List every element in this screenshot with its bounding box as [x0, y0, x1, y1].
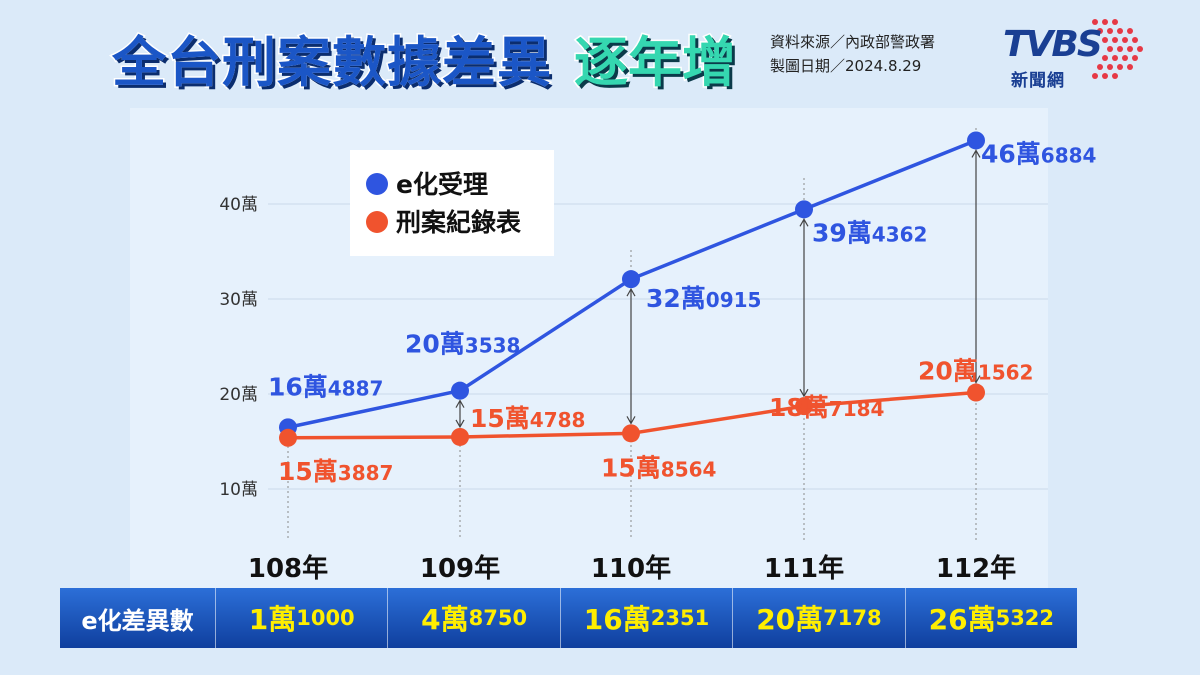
- cell-small: 7178: [823, 606, 882, 630]
- data-point: [967, 131, 985, 150]
- x-tick-label: 109年: [420, 553, 500, 584]
- y-tick-label: 30萬: [219, 290, 258, 310]
- data-label-record: 20萬1562: [918, 357, 1033, 386]
- data-label-record: 15萬8564: [601, 453, 716, 482]
- cell-big: 1萬: [248, 603, 297, 636]
- x-tick-label: 110年: [591, 553, 671, 584]
- data-label-e: 20萬3538: [405, 330, 520, 359]
- title-main: 全台刑案數據差異: [111, 30, 553, 96]
- data-point: [451, 381, 469, 400]
- cell-small: 1000: [296, 606, 355, 630]
- cell-small: 5322: [995, 606, 1055, 630]
- cell-big: 4萬: [421, 603, 469, 636]
- arrow-head-icon: [626, 416, 636, 425]
- data-point: [795, 200, 813, 219]
- date-line: 製圖日期／2024.8.29: [770, 57, 922, 75]
- plot-background: [130, 108, 1048, 590]
- difference-table: e化差異數 1萬 1000 4萬 8750 16萬 2351 20萬 7178 26萬 5…: [60, 588, 1077, 648]
- table-cell: 16萬 2351: [561, 588, 734, 648]
- logo-subtitle: 新聞網: [1011, 71, 1065, 91]
- x-tick-label: 112年: [936, 553, 1016, 584]
- legend-label: 刑案紀錄表: [396, 208, 522, 237]
- data-label-e: 32萬0915: [646, 284, 761, 313]
- x-tick-label: 111年: [764, 553, 844, 584]
- table-cell: 4萬 8750: [388, 588, 561, 648]
- data-label-record: 15萬4788: [470, 404, 585, 433]
- title-highlight: 逐年增: [573, 30, 738, 96]
- legend-label: e化受理: [396, 170, 488, 199]
- arrow-head-icon: [971, 149, 981, 158]
- cell-small: 8750: [468, 606, 528, 630]
- data-label-e: 39萬4362: [812, 218, 927, 247]
- legend-marker: [366, 211, 388, 233]
- source-info: 資料來源／內政部警政署 製圖日期／2024.8.29: [770, 30, 935, 78]
- y-tick-label: 40萬: [219, 195, 258, 215]
- data-point: [451, 427, 469, 446]
- arrow-head-icon: [455, 399, 465, 408]
- x-tick-label: 108年: [248, 553, 328, 584]
- y-tick-label: 20萬: [219, 385, 258, 405]
- arrow-head-icon: [455, 419, 465, 429]
- data-point: [622, 270, 640, 289]
- table-cell: 20萬 7178: [733, 588, 906, 648]
- data-point: [795, 397, 813, 416]
- data-point: [622, 424, 640, 443]
- data-label-e: 46萬6884: [981, 139, 1096, 168]
- arrow-head-icon: [799, 218, 809, 227]
- cell-big: 20萬: [756, 603, 824, 636]
- logo-dots-icon: [1092, 19, 1143, 79]
- data-label-e: 16萬4887: [268, 372, 383, 401]
- table-cell: 26萬 5322: [906, 588, 1077, 648]
- arrow-head-icon: [626, 287, 636, 297]
- table-header: e化差異數: [60, 588, 216, 648]
- data-label-record: 18萬7184: [769, 393, 884, 422]
- legend-box: [350, 150, 554, 256]
- arrow-head-icon: [971, 375, 981, 384]
- data-label-record: 15萬3887: [278, 457, 393, 486]
- y-tick-label: 10萬: [219, 480, 258, 500]
- logo-text: TVBS: [1003, 24, 1103, 65]
- data-point: [967, 383, 985, 402]
- cell-big: 16萬: [583, 603, 651, 636]
- table-cell: 1萬 1000: [216, 588, 389, 648]
- cell-small: 2351: [650, 606, 710, 630]
- source-line: 資料來源／內政部警政署: [770, 33, 936, 51]
- data-point: [279, 428, 297, 447]
- tvbs-logo: TVBS 新聞網: [1003, 14, 1153, 94]
- arrow-head-icon: [799, 388, 809, 398]
- cell-big: 26萬: [928, 603, 996, 636]
- legend-marker: [366, 173, 388, 195]
